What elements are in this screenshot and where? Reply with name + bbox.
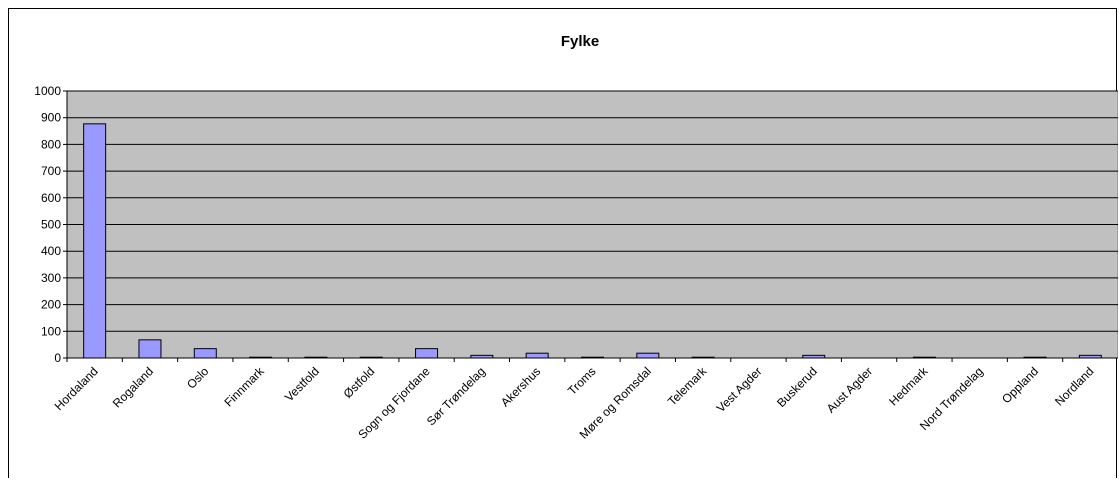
- y-tick-label: 600: [41, 191, 61, 205]
- x-tick-label: Hordaland: [52, 364, 101, 413]
- x-tick-label: Aust Agder: [824, 364, 875, 415]
- y-tick-label: 100: [41, 324, 61, 338]
- x-tick-label: Oppland: [999, 364, 1041, 406]
- y-tick-label: 500: [41, 218, 61, 232]
- x-tick-label: Sør Trøndelag: [424, 364, 488, 428]
- y-tick-label: 400: [41, 244, 61, 258]
- x-tick-label: Finnmark: [221, 364, 267, 410]
- x-tick-label: Vest Agder: [714, 364, 765, 415]
- y-tick-label: 800: [41, 137, 61, 151]
- bar: [636, 352, 660, 359]
- x-axis: Hordaland Rogaland Oslo Finnmark Vestfold Øst…: [52, 357, 1118, 442]
- x-tick-label: Hedmark: [886, 364, 931, 409]
- bar: [138, 339, 162, 359]
- chart-title: Fylke: [561, 33, 599, 50]
- x-tick-label: Oslo: [184, 364, 212, 392]
- y-tick-label: 1000: [34, 84, 61, 98]
- bar: [83, 123, 107, 359]
- y-tick-label: 700: [41, 164, 61, 178]
- bar: [525, 352, 549, 359]
- x-tick-label: Østfold: [341, 364, 378, 401]
- y-tick-label: 300: [41, 271, 61, 285]
- chart-frame: Fylke 0 100 200 300 400 500 600 700 800 900 1000 H…: [8, 8, 1118, 478]
- y-tick-label: 200: [41, 298, 61, 312]
- x-tick-label: Akershus: [498, 364, 543, 409]
- y-axis: 0 100 200 300 400 500 600 700 800 900 1000: [34, 84, 68, 365]
- y-tick-label: 900: [41, 111, 61, 125]
- bars: [83, 123, 1102, 359]
- x-tick-label: Vestfold: [282, 364, 322, 404]
- x-tick-label: Nordland: [1052, 364, 1096, 408]
- x-tick-label: Telemark: [665, 364, 710, 409]
- bar: [193, 348, 217, 359]
- gridlines: [67, 90, 1118, 332]
- bar: [415, 348, 439, 359]
- y-tick-label: 0: [54, 351, 61, 365]
- x-tick-label: Troms: [565, 364, 599, 398]
- x-tick-label: Rogaland: [110, 364, 156, 410]
- bar-chart: Fylke 0 100 200 300 400 500 600 700 800 900 1000 H…: [34, 33, 1118, 442]
- x-tick-label: Buskerud: [774, 364, 820, 410]
